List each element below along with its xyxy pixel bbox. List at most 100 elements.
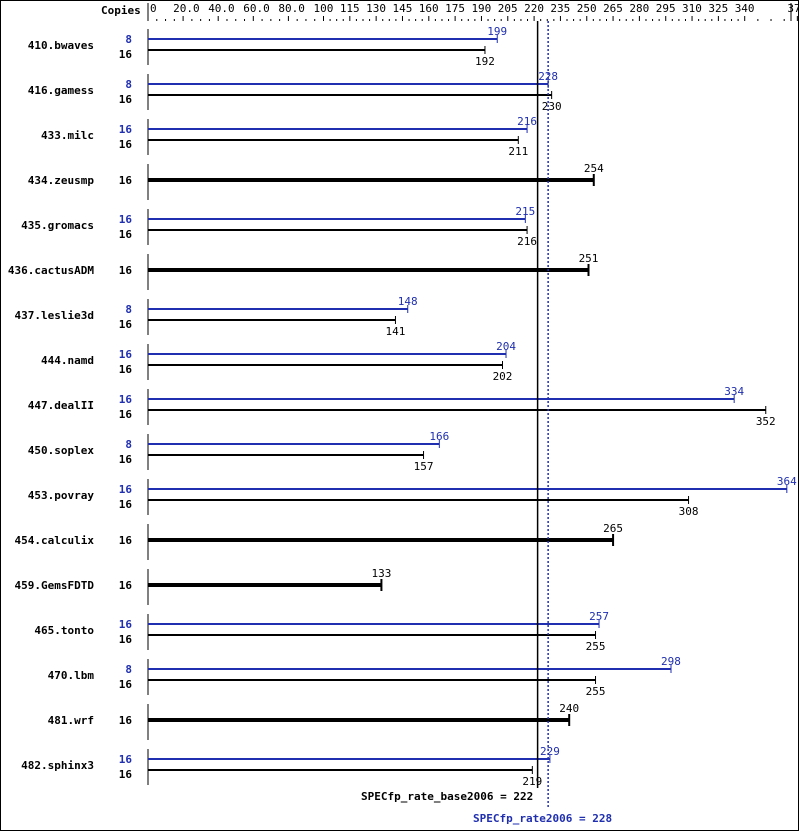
benchmark-name: 435.gromacs bbox=[21, 219, 94, 232]
base-value: 254 bbox=[584, 162, 604, 175]
peak-copies: 16 bbox=[119, 483, 133, 496]
x-tick-label: 220 bbox=[524, 2, 544, 15]
benchmark-name: 444.namd bbox=[41, 354, 94, 367]
base-value: 240 bbox=[559, 702, 579, 715]
benchmark-name: 436.cactusADM bbox=[8, 264, 94, 277]
base-copies: 16 bbox=[119, 498, 133, 511]
peak-copies: 8 bbox=[125, 78, 132, 91]
x-tick-label: 205 bbox=[498, 2, 518, 15]
benchmark-name: 433.milc bbox=[41, 129, 94, 142]
benchmark-row: 435.gromacs 16 16 215 216 bbox=[21, 205, 537, 248]
x-tick-label: 160 bbox=[419, 2, 439, 15]
benchmark-name: 459.GemsFDTD bbox=[15, 579, 95, 592]
peak-value: 228 bbox=[538, 70, 558, 83]
base-copies: 16 bbox=[119, 228, 133, 241]
peak-copies: 16 bbox=[119, 393, 133, 406]
benchmark-name: 410.bwaves bbox=[28, 39, 94, 52]
base-value: 133 bbox=[371, 567, 391, 580]
base-reference-label: SPECfp_rate_base2006 = 222 bbox=[361, 790, 533, 803]
benchmark-row: 416.gamess 8 16 228 230 bbox=[28, 70, 562, 113]
benchmark-name: 470.lbm bbox=[48, 669, 95, 682]
x-tick-label: 60.0 bbox=[243, 2, 269, 15]
base-copies: 16 bbox=[119, 363, 133, 376]
x-tick-label: 145 bbox=[392, 2, 412, 15]
peak-value: 215 bbox=[515, 205, 535, 218]
base-copies: 16 bbox=[119, 453, 133, 466]
peak-value: 216 bbox=[517, 115, 537, 128]
x-tick-label: 0 bbox=[150, 2, 157, 15]
base-value: 211 bbox=[508, 145, 528, 158]
benchmark-row: 454.calculix 16 265 bbox=[15, 522, 623, 560]
x-tick-label: 370 bbox=[787, 2, 799, 15]
x-tick-label: 325 bbox=[708, 2, 728, 15]
base-value: 265 bbox=[603, 522, 623, 535]
peak-copies: 8 bbox=[125, 303, 132, 316]
benchmark-name: 447.dealII bbox=[28, 399, 94, 412]
peak-reference-label: SPECfp_rate2006 = 228 bbox=[473, 812, 612, 825]
peak-value: 298 bbox=[661, 655, 681, 668]
x-tick-label: 40.0 bbox=[208, 2, 235, 15]
base-value: 251 bbox=[579, 252, 599, 265]
x-axis: 0 20.0 40.0 60.0 80.0 100 115 130 145 160 175 190 20… bbox=[147, 2, 799, 21]
x-tick-label: 190 bbox=[471, 2, 491, 15]
x-tick-label: 80.0 bbox=[278, 2, 305, 15]
peak-copies: 8 bbox=[125, 438, 132, 451]
base-copies: 16 bbox=[119, 264, 133, 277]
benchmark-row: 481.wrf 16 240 bbox=[48, 702, 579, 740]
benchmark-name: 450.soplex bbox=[28, 444, 95, 457]
benchmark-name: 434.zeusmp bbox=[28, 174, 95, 187]
peak-copies: 16 bbox=[119, 618, 133, 631]
benchmark-row: 434.zeusmp 16 254 bbox=[28, 162, 604, 200]
x-tick-label: 115 bbox=[340, 2, 360, 15]
benchmark-row: 465.tonto 16 16 257 255 bbox=[34, 610, 609, 653]
x-tick-label: 340 bbox=[735, 2, 755, 15]
base-value: 202 bbox=[493, 370, 513, 383]
peak-copies: 16 bbox=[119, 348, 133, 361]
base-value: 141 bbox=[386, 325, 406, 338]
benchmark-row: 436.cactusADM 16 251 bbox=[8, 252, 599, 290]
benchmark-row: 444.namd 16 16 204 202 bbox=[41, 340, 516, 383]
x-tick-label: 250 bbox=[577, 2, 597, 15]
benchmark-row: 437.leslie3d 8 16 148 141 bbox=[15, 295, 418, 338]
x-tick-label: 280 bbox=[629, 2, 649, 15]
base-value: 352 bbox=[756, 415, 776, 428]
benchmark-name: 437.leslie3d bbox=[15, 309, 94, 322]
peak-value: 199 bbox=[487, 25, 507, 38]
x-tick-label: 130 bbox=[366, 2, 386, 15]
base-value: 216 bbox=[517, 235, 537, 248]
peak-value: 364 bbox=[777, 475, 797, 488]
benchmark-row: 453.povray 16 16 364 308 bbox=[28, 475, 797, 518]
copies-header: Copies bbox=[101, 4, 141, 17]
peak-value: 257 bbox=[589, 610, 609, 623]
peak-value: 229 bbox=[540, 745, 560, 758]
base-copies: 16 bbox=[119, 678, 133, 691]
base-value: 255 bbox=[586, 685, 606, 698]
base-copies: 16 bbox=[119, 174, 133, 187]
peak-copies: 16 bbox=[119, 753, 133, 766]
base-copies: 16 bbox=[119, 579, 133, 592]
benchmark-name: 482.sphinx3 bbox=[21, 759, 94, 772]
base-copies: 16 bbox=[119, 633, 133, 646]
x-tick-label: 310 bbox=[682, 2, 702, 15]
base-value: 308 bbox=[679, 505, 699, 518]
peak-value: 166 bbox=[429, 430, 449, 443]
peak-copies: 16 bbox=[119, 123, 133, 136]
base-copies: 16 bbox=[119, 768, 133, 781]
base-copies: 16 bbox=[119, 48, 133, 61]
benchmark-name: 416.gamess bbox=[28, 84, 94, 97]
base-value: 192 bbox=[475, 55, 495, 68]
base-copies: 16 bbox=[119, 138, 133, 151]
base-copies: 16 bbox=[119, 534, 133, 547]
benchmark-rows: 410.bwaves 8 16 199 192 416.gamess 8 16 228 230 43… bbox=[8, 25, 797, 788]
base-copies: 16 bbox=[119, 93, 133, 106]
benchmark-row: 482.sphinx3 16 16 229 219 bbox=[21, 745, 560, 788]
base-value: 230 bbox=[542, 100, 562, 113]
x-tick-label: 235 bbox=[550, 2, 570, 15]
x-tick-label: 100 bbox=[314, 2, 334, 15]
benchmark-row: 433.milc 16 16 216 211 bbox=[41, 115, 537, 158]
peak-value: 204 bbox=[496, 340, 516, 353]
benchmark-name: 453.povray bbox=[28, 489, 95, 502]
x-tick-label: 295 bbox=[656, 2, 676, 15]
base-value: 219 bbox=[522, 775, 542, 788]
